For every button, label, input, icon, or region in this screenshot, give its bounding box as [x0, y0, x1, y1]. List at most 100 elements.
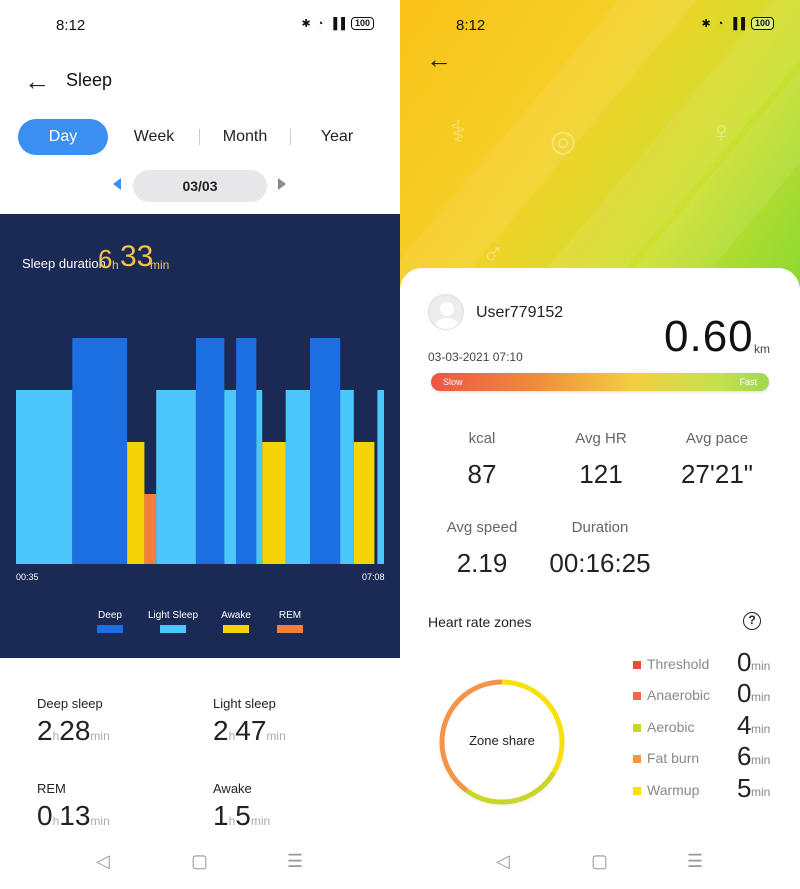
legend-label: Awake: [221, 610, 251, 621]
stat-deep-sleep: Deep sleep 2h28min: [37, 696, 110, 747]
zone-aerobic: Aerobic 4 min: [633, 710, 793, 744]
sleep-chart-panel: Sleep duration 6 h 33 min 00:35 07:08 De…: [0, 214, 400, 658]
sleep-segment-light-sleep: [340, 390, 354, 564]
system-nav-bar: ◁ ▢ ☰: [400, 839, 800, 889]
period-tabs: Day Week Month Year: [18, 119, 388, 155]
tab-month[interactable]: Month: [222, 128, 268, 145]
nav-menu-icon[interactable]: ☰: [687, 851, 704, 871]
avatar[interactable]: [428, 294, 464, 330]
distance-unit: km: [754, 342, 770, 356]
sleep-duration-minutes: 33: [120, 240, 154, 273]
zone-name: Aerobic: [647, 719, 695, 735]
nav-home-icon[interactable]: ▢: [191, 851, 209, 871]
nav-home-icon[interactable]: ▢: [591, 851, 609, 871]
tab-week[interactable]: Week: [133, 128, 175, 145]
x-axis-start-label: 00:35: [16, 572, 39, 582]
signal-icon: ▐▐: [729, 17, 745, 30]
signal-icon: ▐▐: [329, 17, 345, 30]
sleep-duration-label: Sleep duration: [22, 256, 106, 271]
sleep-segment-light-sleep: [224, 390, 237, 564]
legend-swatch: [160, 625, 186, 633]
metric-value: 00:16:25: [549, 548, 651, 578]
zone-share-label: Zone share: [469, 733, 535, 748]
sleep-segment-deep: [310, 338, 341, 564]
legend-label: Deep: [98, 610, 122, 621]
sleep-segment-light-sleep: [16, 390, 73, 564]
workout-screen: ⚕ ◎ ♀ ♂ 8:12 ✱ ◔ ▐▐ 100 ← User779152 03-…: [400, 0, 800, 889]
zone-value: 5: [737, 773, 752, 803]
distance-value: 0.60: [664, 312, 754, 361]
zone-share-ring: [439, 679, 565, 805]
stat-awake: Awake 1h5min: [213, 781, 270, 832]
stat-light-sleep: Light sleep 2h47min: [213, 696, 286, 747]
fat-burn-arc: [439, 679, 565, 805]
workout-summary-card: User779152 03-03-2021 07:10 0.60 km Slow…: [400, 268, 800, 889]
weightlifting-icon: ⚕: [450, 116, 467, 149]
metric-duration: Duration 00:16:25: [540, 519, 660, 579]
metric-value: 27'21": [680, 459, 754, 489]
stat-label: REM: [37, 781, 66, 796]
zone-color-dot: [633, 661, 641, 669]
zone-unit: min: [751, 659, 771, 673]
metric-value: 87: [467, 459, 497, 489]
stat-rem: REM 0h13min: [37, 781, 110, 832]
nav-back-icon[interactable]: ◁: [496, 851, 510, 871]
sleep-segment-awake: [353, 442, 375, 564]
zone-name: Anaerobic: [647, 687, 711, 703]
help-icon[interactable]: ?: [743, 612, 761, 630]
zone-value: 0: [737, 678, 752, 708]
nav-menu-icon[interactable]: ☰: [287, 851, 304, 871]
tab-year[interactable]: Year: [320, 128, 354, 145]
sleep-segment-deep: [196, 338, 225, 564]
legend-label: Light Sleep: [147, 610, 199, 621]
sleep-segment-deep: [72, 338, 128, 564]
zone-value: 6: [737, 741, 752, 771]
status-bar: 8:12 ✱ ◔ ▐▐ 100: [0, 0, 400, 50]
metric-avg-hr: Avg HR 121: [541, 430, 661, 490]
metric-label: Avg HR: [575, 430, 627, 447]
status-time: 8:12: [56, 17, 86, 34]
system-nav-bar: ◁ ▢ ☰: [0, 839, 400, 889]
metric-label: Duration: [571, 519, 629, 536]
bluetooth-icon: ✱: [701, 18, 711, 30]
sleep-segment-light-sleep: [377, 390, 384, 564]
zone-name: Warmup: [647, 782, 700, 798]
wifi-icon: ◔: [316, 17, 324, 30]
nav-back-icon[interactable]: ◁: [96, 851, 110, 871]
zone-unit: min: [751, 690, 771, 704]
workout-header-banner: ⚕ ◎ ♀ ♂ 8:12 ✱ ◔ ▐▐ 100 ←: [400, 0, 800, 300]
status-icons: ✱ ◔ ▐▐ 100: [701, 17, 774, 30]
aerobic-arc: [439, 679, 565, 805]
zone-unit: min: [751, 785, 771, 799]
legend-swatch: [277, 625, 303, 633]
metric-value: 2.19: [456, 548, 508, 578]
previous-date-icon[interactable]: [113, 178, 121, 190]
sleep-segment-rem: [144, 494, 157, 564]
username: User779152: [476, 304, 564, 321]
tab-divider: [290, 129, 291, 145]
zone-color-dot: [633, 724, 641, 732]
chart-legend: Deep Light Sleep Awake REM: [0, 610, 400, 640]
x-axis-end-label: 07:08: [362, 572, 385, 582]
tab-day[interactable]: Day: [18, 119, 108, 155]
legend-label: REM: [278, 610, 302, 621]
sleep-segment-awake: [262, 442, 286, 564]
legend-rem: REM: [270, 610, 310, 633]
metric-avg-pace: Avg pace 27'21": [657, 430, 777, 490]
pace-scale-bar: Slow Fast: [431, 373, 769, 391]
walking-icon: ♀: [710, 116, 733, 149]
zone-color-dot: [633, 755, 641, 763]
date-selector[interactable]: 03/03: [133, 170, 267, 202]
next-date-icon[interactable]: [278, 178, 286, 190]
back-arrow-icon[interactable]: ←: [24, 66, 50, 96]
heart-rate-zones-title: Heart rate zones: [428, 614, 532, 630]
sleep-segment-light-sleep: [256, 390, 263, 564]
sleep-segment-light-sleep: [156, 390, 196, 564]
back-arrow-icon[interactable]: ←: [426, 44, 452, 74]
zone-name: Fat burn: [647, 750, 700, 766]
metric-label: Avg pace: [685, 430, 749, 447]
battery-icon: 100: [350, 17, 374, 30]
zone-unit: min: [751, 722, 771, 736]
zone-fat-burn: Fat burn 6 min: [633, 741, 793, 775]
stat-value: 2h47min: [213, 715, 286, 746]
